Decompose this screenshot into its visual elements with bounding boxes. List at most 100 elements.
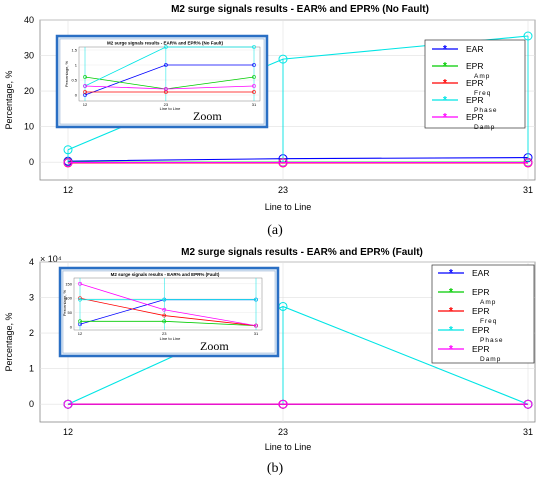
a-legend-label: EPR (466, 78, 483, 88)
b-series-line (67, 305, 529, 405)
chart-a-xlabel: Line to Line (265, 202, 312, 212)
b-inset-y-tick: 0 (70, 325, 73, 330)
b-legend-marker: * (449, 287, 453, 298)
a-inset-point (252, 84, 256, 88)
chart-a-legend-box (424, 39, 526, 129)
b-legend-label: EAR (472, 268, 489, 278)
a-inset-point (252, 45, 256, 49)
a-legend-label: EAR (466, 44, 483, 54)
a-legend-sublabel: Damp (474, 124, 495, 131)
b-inset-y-tick: 150 (65, 281, 72, 286)
b-inset-point (254, 297, 258, 302)
a-inset-point (163, 63, 168, 67)
a-x-tick-label: 31 (523, 185, 533, 195)
b-y-tick-label: 1 (29, 364, 34, 374)
chart-a-zoom-label: Zoom (193, 109, 222, 123)
a-inset-y-tick: 0 (75, 93, 78, 98)
chart-b-title: M2 surge signals results - EAR% and EPR%… (181, 247, 423, 258)
b-inset-point (162, 307, 167, 312)
b-x-tick-label: 23 (278, 427, 288, 437)
a-inset-point (252, 63, 256, 67)
b-y-tick-label: 3 (29, 293, 34, 303)
chart-a-inset-title: M2 surge signals results - EAR% and EPR%… (107, 41, 224, 46)
b-inset-point (78, 297, 82, 302)
b-y-tick-label: 0 (29, 399, 34, 409)
a-legend-label: EPR (466, 112, 483, 122)
a-legend-marker: * (443, 112, 447, 123)
b-inset-point (162, 313, 167, 318)
a-inset-x-tick: 31 (252, 102, 257, 107)
a-inset-point (163, 87, 168, 91)
a-inset-point (252, 75, 256, 79)
a-inset-series-line (84, 85, 255, 90)
chart-b-series (63, 301, 533, 409)
a-inset-point (252, 90, 256, 94)
a-data-point (278, 54, 288, 64)
b-legend-marker: * (449, 268, 453, 279)
a-data-point (278, 158, 288, 168)
b-inset-x-tick: 31 (254, 331, 259, 336)
chart-b-xlabel: Line to Line (265, 442, 312, 452)
b-legend-sublabel: Amp (480, 299, 496, 306)
b-inset-series-line (79, 283, 257, 327)
a-inset-point (163, 45, 168, 49)
chart-a-inset-plot (78, 46, 261, 102)
chart-a-inset-xlabel: Line to Line (160, 106, 181, 111)
b-inset-y-tick: 100 (65, 296, 72, 301)
chart-a-inset-series: 1.5 1 0.5 0 12 23 31 (71, 45, 260, 107)
caption-b: (b) (267, 461, 284, 476)
b-inset-point (78, 281, 82, 286)
a-data-point (63, 158, 73, 168)
a-inset-point (83, 75, 87, 79)
a-legend-sublabel: Freq (474, 90, 491, 97)
a-y-tick-label: 40 (24, 15, 34, 25)
chart-b-x-ticks: 12 23 31 (63, 427, 533, 437)
a-inset-point (83, 90, 87, 94)
b-legend-label: EPR (472, 287, 489, 297)
b-legend-label: EPR (472, 306, 489, 316)
b-inset-point (162, 297, 167, 302)
chart-b-inset-series: 150 100 50 0 12 23 31 (65, 278, 262, 336)
a-inset-y-tick: 1 (75, 63, 78, 68)
chart-a-inset-ylabel: Percentage, % (64, 60, 69, 87)
b-inset-x-tick: 23 (162, 331, 167, 336)
chart-b-inset-xlabel: Line to Line (160, 336, 181, 341)
b-y-tick-label: 2 (29, 328, 34, 338)
b-legend-sublabel: Freq (480, 318, 497, 325)
a-legend-label: EPR (466, 95, 483, 105)
chart-b-inset-title: M2 surge signals results - EAR% and EPR%… (111, 272, 220, 277)
b-inset-point (162, 319, 167, 324)
b-legend-sublabel: Phase (480, 337, 503, 344)
b-inset-point (78, 322, 82, 327)
chart-b-zoom-label: Zoom (200, 339, 229, 353)
b-y-tick-label: 4 (29, 257, 34, 267)
b-inset-series-line (80, 320, 257, 327)
chart-b-inset: M2 surge signals results - EAR% and EPR%… (58, 266, 280, 358)
b-inset-y-tick: 50 (68, 310, 73, 315)
b-data-point (63, 399, 73, 409)
a-x-tick-label: 12 (63, 185, 73, 195)
a-inset-y-tick: 0.5 (71, 78, 77, 83)
chart-a-inset: M2 surge signals results - EAR% and EPR%… (55, 34, 269, 129)
a-y-tick-label: 0 (29, 157, 34, 167)
a-legend-label: EPR (466, 61, 483, 71)
b-legend-label: EPR (472, 344, 489, 354)
a-y-tick-label: 20 (24, 86, 34, 96)
b-data-point (523, 399, 533, 409)
a-data-point (63, 145, 73, 155)
a-data-point (523, 31, 533, 41)
a-inset-x-tick: 12 (83, 102, 88, 107)
a-inset-y-tick: 1.5 (71, 48, 77, 53)
b-x-tick-label: 31 (523, 427, 533, 437)
a-legend-sublabel: Phase (474, 107, 497, 114)
b-data-point (278, 399, 288, 409)
b-inset-series-line (79, 297, 257, 327)
b-inset-point (254, 323, 258, 328)
b-x-tick-label: 12 (63, 427, 73, 437)
chart-b-y-multiplier: × 10⁴ (40, 254, 62, 264)
b-legend-sublabel: Damp (480, 356, 501, 363)
chart-b-y-ticks: 0 1 2 3 4 (29, 257, 34, 409)
